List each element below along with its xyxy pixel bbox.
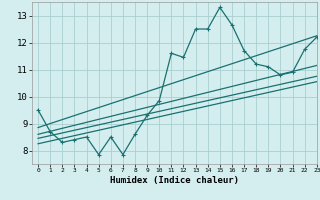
X-axis label: Humidex (Indice chaleur): Humidex (Indice chaleur) — [110, 176, 239, 185]
